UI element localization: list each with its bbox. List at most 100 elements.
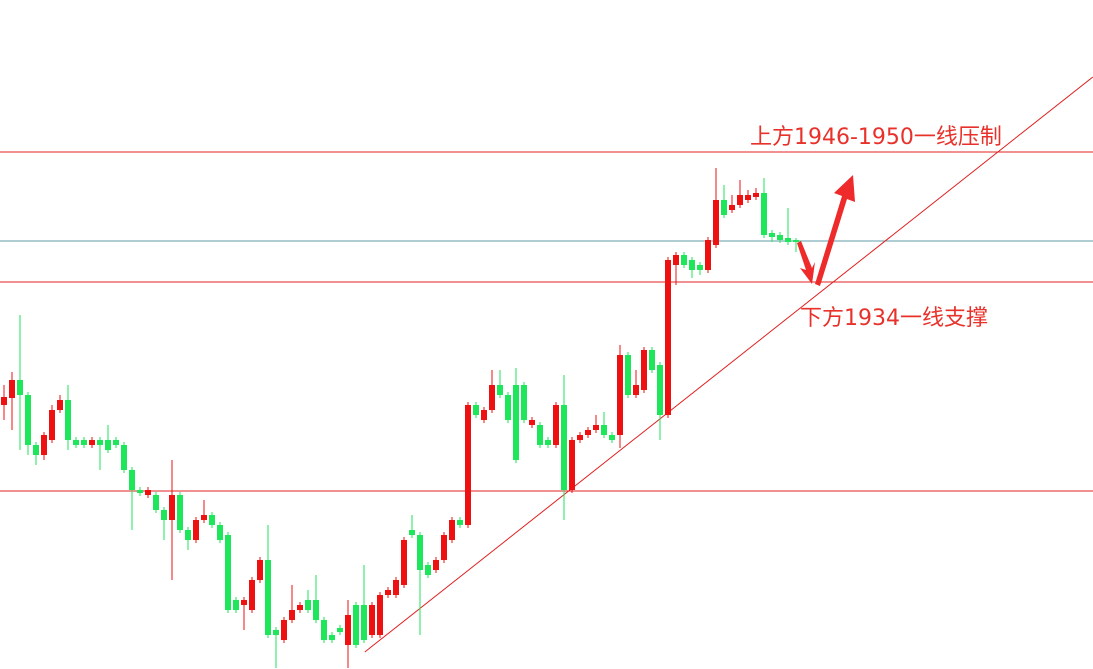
candle-body — [377, 595, 383, 635]
candle-body — [649, 350, 655, 370]
candle-body — [449, 520, 455, 540]
candle-body — [609, 435, 615, 440]
candle-body — [681, 255, 687, 265]
candle-body — [97, 440, 103, 445]
candle-body — [65, 400, 71, 440]
candle-body — [49, 410, 55, 440]
up-arrow — [815, 175, 855, 286]
candle-body — [209, 515, 215, 525]
candle-body — [569, 440, 575, 490]
candle-body — [289, 610, 295, 620]
candle-body — [185, 530, 191, 540]
candle-body — [473, 405, 479, 415]
candle-body — [137, 490, 143, 493]
candle-body — [513, 385, 519, 460]
candle-body — [265, 560, 271, 635]
candle-body — [465, 405, 471, 525]
candle-body — [745, 195, 751, 200]
candle-body — [593, 425, 599, 430]
candle-body — [17, 380, 23, 395]
candle-body — [129, 470, 135, 490]
candle-body — [169, 495, 175, 520]
candle-body — [721, 200, 727, 215]
reference-lines — [0, 76, 1093, 653]
trend-line — [364, 76, 1093, 653]
candle-body — [529, 420, 535, 425]
candle-body — [521, 385, 527, 420]
candles — [1, 168, 799, 668]
candle-body — [193, 520, 199, 540]
candle-body — [81, 440, 87, 445]
candle-body — [425, 565, 431, 575]
candle-body — [9, 380, 15, 398]
candle-body — [665, 260, 671, 415]
candle-body — [625, 355, 631, 395]
candle-body — [417, 535, 423, 570]
support-note: 下方1934一线支撑 — [800, 306, 988, 331]
candle-body — [321, 620, 327, 640]
candle-body — [217, 525, 223, 540]
candle-body — [489, 385, 495, 410]
candle-body — [361, 605, 367, 640]
down-arrow — [797, 241, 815, 284]
candle-body — [73, 440, 79, 445]
candle-body — [617, 355, 623, 435]
candle-body — [505, 395, 511, 420]
candle-body — [697, 265, 703, 270]
candle-body — [393, 580, 399, 595]
candle-body — [793, 240, 799, 242]
resistance-note: 上方1946-1950一线压制 — [750, 125, 1002, 150]
candle-body — [273, 630, 279, 635]
candle-body — [577, 435, 583, 440]
candle-body — [785, 238, 791, 242]
candle-body — [497, 385, 503, 395]
candle-body — [657, 365, 663, 415]
candle-body — [385, 590, 391, 595]
candle-body — [761, 193, 767, 235]
candle-body — [737, 195, 743, 205]
candle-body — [553, 405, 559, 445]
candle-body — [329, 635, 335, 640]
candle-body — [225, 535, 231, 610]
candle-body — [25, 395, 31, 445]
candle-body — [345, 615, 351, 645]
candle-body — [561, 405, 567, 490]
candle-body — [369, 605, 375, 635]
candle-body — [641, 350, 647, 390]
candle-body — [777, 235, 783, 240]
candle-body — [33, 445, 39, 455]
candle-body — [89, 440, 95, 445]
candle-body — [281, 620, 287, 640]
candle-body — [537, 425, 543, 445]
candle-body — [457, 520, 463, 525]
candle-body — [153, 495, 159, 510]
candle-body — [201, 515, 207, 520]
candle-body — [57, 400, 63, 410]
candle-body — [353, 605, 359, 645]
candle-body — [633, 385, 639, 395]
candle-body — [433, 560, 439, 570]
candle-body — [409, 530, 415, 535]
candle-body — [313, 600, 319, 620]
candle-body — [705, 240, 711, 270]
candle-body — [713, 200, 719, 245]
candle-body — [249, 580, 255, 610]
candle-body — [305, 600, 311, 610]
candle-body — [105, 440, 111, 450]
candle-body — [769, 233, 775, 237]
candle-body — [121, 445, 127, 470]
candle-body — [241, 600, 247, 605]
candle-body — [481, 410, 487, 420]
candle-body — [257, 560, 263, 580]
candle-body — [401, 540, 407, 585]
candle-body — [441, 535, 447, 560]
candle-body — [177, 495, 183, 530]
candle-body — [729, 205, 735, 210]
candle-body — [585, 430, 591, 435]
candle-body — [545, 440, 551, 445]
candle-body — [1, 397, 7, 405]
candle-body — [673, 255, 679, 265]
candle-body — [753, 193, 759, 197]
